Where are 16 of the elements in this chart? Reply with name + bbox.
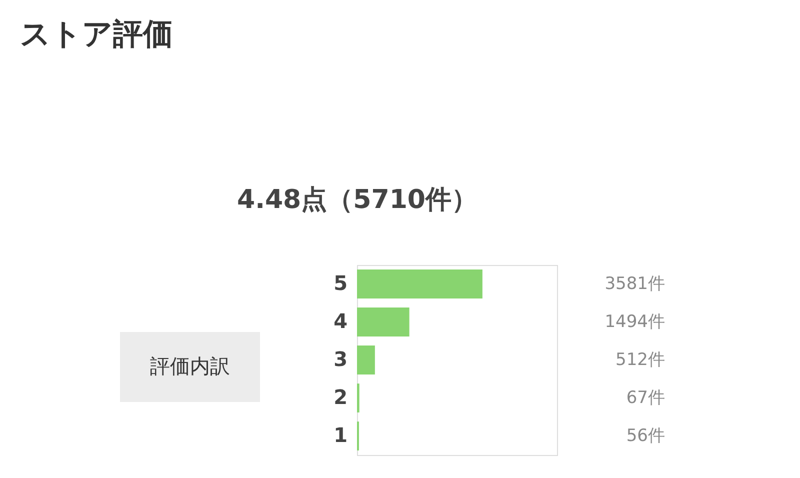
y-tick-label: 4	[334, 309, 348, 333]
text: 4.48点（5710件）	[237, 185, 478, 215]
bar	[357, 346, 375, 374]
bar	[357, 308, 410, 336]
bar	[357, 270, 482, 298]
text: ストア評価	[20, 17, 173, 52]
data-label: 67件	[626, 388, 665, 408]
data-label: 512件	[616, 350, 665, 370]
data-label: 1494件	[604, 312, 665, 332]
text: 評価内訳	[150, 354, 230, 378]
y-tick-label: 1	[334, 423, 348, 447]
data-label: 56件	[626, 426, 665, 446]
y-tick-label: 2	[334, 385, 348, 409]
data-label: 3581件	[604, 274, 665, 294]
y-tick-label: 3	[334, 347, 348, 371]
y-tick-label: 5	[334, 271, 348, 295]
